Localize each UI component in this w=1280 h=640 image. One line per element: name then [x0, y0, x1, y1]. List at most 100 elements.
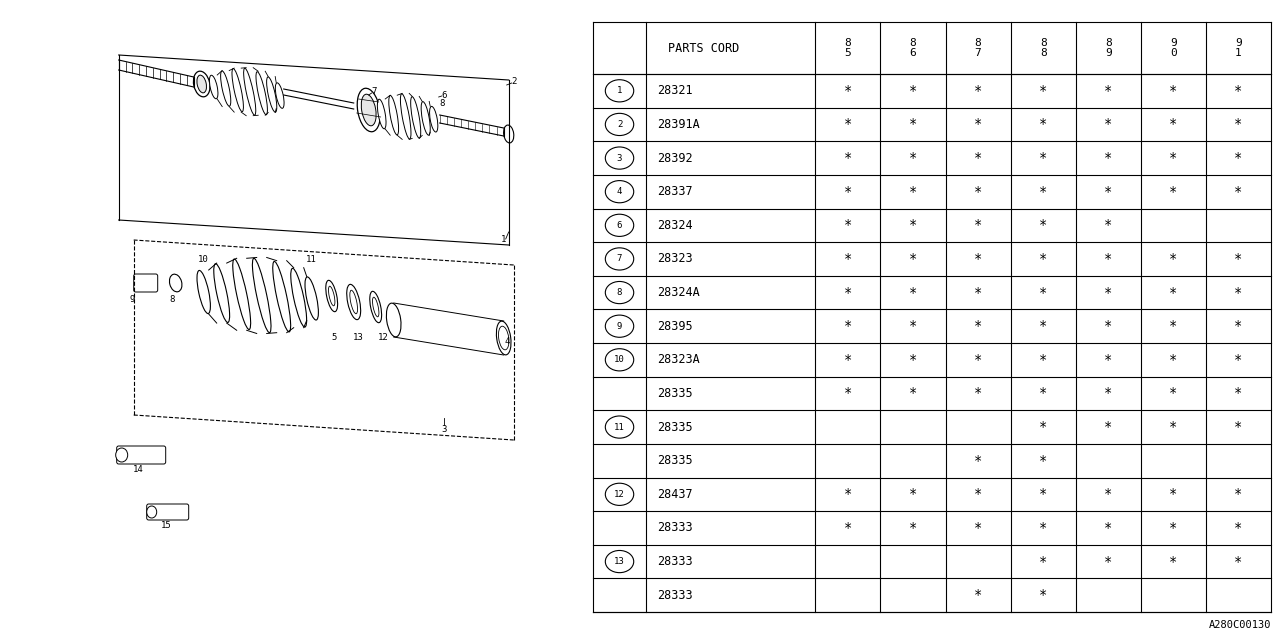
Ellipse shape	[387, 303, 401, 337]
Ellipse shape	[430, 106, 438, 132]
Text: 8
9: 8 9	[1105, 38, 1111, 58]
Ellipse shape	[291, 268, 307, 327]
Text: *: *	[1169, 555, 1178, 568]
Text: *: *	[974, 218, 982, 232]
Ellipse shape	[347, 284, 361, 319]
Text: 28335: 28335	[657, 387, 692, 400]
Text: *: *	[1169, 387, 1178, 401]
Text: *: *	[844, 387, 852, 401]
Text: *: *	[1039, 353, 1047, 367]
Text: 2: 2	[617, 120, 622, 129]
Text: 8
5: 8 5	[845, 38, 851, 58]
Text: *: *	[974, 285, 982, 300]
Text: 1: 1	[617, 86, 622, 95]
Ellipse shape	[169, 274, 182, 292]
Text: *: *	[974, 252, 982, 266]
Text: *: *	[909, 521, 918, 535]
Text: *: *	[1039, 252, 1047, 266]
Text: *: *	[1234, 420, 1243, 434]
Text: 28335: 28335	[657, 454, 692, 467]
Text: *: *	[1039, 218, 1047, 232]
Text: *: *	[909, 387, 918, 401]
Text: *: *	[909, 218, 918, 232]
Text: *: *	[909, 487, 918, 501]
Text: *: *	[1169, 252, 1178, 266]
Text: 8
6: 8 6	[910, 38, 916, 58]
Text: 14: 14	[133, 465, 145, 474]
Text: 28337: 28337	[657, 185, 692, 198]
Text: 28335: 28335	[657, 420, 692, 433]
Text: 28391A: 28391A	[657, 118, 699, 131]
Text: *: *	[1105, 487, 1112, 501]
Ellipse shape	[411, 97, 421, 138]
Text: *: *	[1105, 84, 1112, 98]
Text: *: *	[1039, 285, 1047, 300]
Text: *: *	[974, 588, 982, 602]
Text: *: *	[1105, 285, 1112, 300]
Text: *: *	[974, 521, 982, 535]
Text: A280C00130: A280C00130	[1208, 620, 1271, 630]
Ellipse shape	[349, 291, 357, 314]
Text: 9
0: 9 0	[1170, 38, 1176, 58]
Text: *: *	[1169, 353, 1178, 367]
Text: 28333: 28333	[657, 555, 692, 568]
Ellipse shape	[266, 77, 276, 112]
Ellipse shape	[370, 291, 381, 323]
Text: 6: 6	[617, 221, 622, 230]
Text: *: *	[1234, 387, 1243, 401]
Ellipse shape	[214, 264, 229, 323]
Text: 10: 10	[614, 355, 625, 364]
Text: *: *	[1234, 84, 1243, 98]
Ellipse shape	[193, 71, 210, 97]
Ellipse shape	[233, 259, 251, 330]
Text: 28323: 28323	[657, 252, 692, 266]
Text: 1: 1	[500, 236, 507, 244]
Text: *: *	[1039, 84, 1047, 98]
Ellipse shape	[115, 448, 128, 462]
Text: *: *	[909, 117, 918, 131]
Text: *: *	[1234, 151, 1243, 165]
Text: *: *	[1039, 521, 1047, 535]
Text: *: *	[909, 185, 918, 198]
Text: *: *	[1105, 319, 1112, 333]
Text: *: *	[909, 151, 918, 165]
Text: *: *	[1039, 454, 1047, 468]
Ellipse shape	[361, 94, 376, 126]
Text: *: *	[974, 487, 982, 501]
Text: *: *	[1234, 353, 1243, 367]
Text: 8
8: 8 8	[1039, 38, 1047, 58]
Text: *: *	[974, 454, 982, 468]
Text: *: *	[974, 117, 982, 131]
Text: *: *	[974, 387, 982, 401]
Ellipse shape	[503, 125, 513, 143]
Ellipse shape	[232, 68, 243, 111]
Text: *: *	[844, 185, 852, 198]
Text: 28321: 28321	[657, 84, 692, 97]
Text: *: *	[974, 84, 982, 98]
Text: 28333: 28333	[657, 522, 692, 534]
Text: 4: 4	[617, 187, 622, 196]
Text: *: *	[1039, 588, 1047, 602]
Text: *: *	[844, 252, 852, 266]
Text: *: *	[1169, 185, 1178, 198]
Text: 8: 8	[439, 99, 444, 109]
Ellipse shape	[421, 102, 430, 135]
Text: 11: 11	[614, 422, 625, 431]
Text: *: *	[1234, 521, 1243, 535]
Ellipse shape	[378, 99, 387, 129]
Text: *: *	[1234, 252, 1243, 266]
Text: *: *	[1169, 84, 1178, 98]
Ellipse shape	[498, 326, 509, 350]
Text: *: *	[1039, 117, 1047, 131]
Text: 13: 13	[353, 333, 364, 342]
Text: *: *	[844, 487, 852, 501]
Ellipse shape	[389, 95, 398, 135]
Text: *: *	[844, 319, 852, 333]
Text: *: *	[844, 285, 852, 300]
Text: *: *	[1105, 252, 1112, 266]
Text: *: *	[1169, 487, 1178, 501]
Text: *: *	[1105, 117, 1112, 131]
Ellipse shape	[197, 75, 206, 93]
Text: 28395: 28395	[657, 320, 692, 333]
Text: PARTS CORD: PARTS CORD	[668, 42, 740, 54]
